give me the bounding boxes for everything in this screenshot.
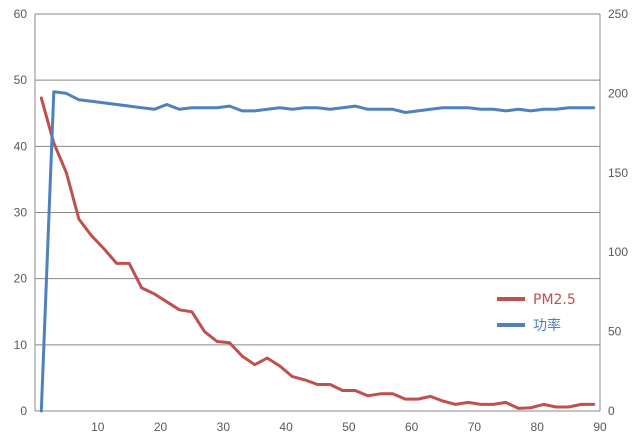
right-tick-label: 150 bbox=[608, 166, 628, 180]
x-tick-label: 90 bbox=[593, 420, 607, 434]
legend-entry-power: 功率 bbox=[497, 317, 561, 334]
x-tick-label: 80 bbox=[531, 420, 545, 434]
x-tick-label: 10 bbox=[91, 420, 105, 434]
x-tick-label: 70 bbox=[468, 420, 482, 434]
left-tick-label: 30 bbox=[14, 206, 28, 220]
legend: PM2.5 功率 bbox=[497, 292, 576, 334]
left-tick-label: 50 bbox=[14, 73, 28, 87]
x-tick-label: 30 bbox=[217, 420, 231, 434]
x-tick-label: 20 bbox=[154, 420, 168, 434]
legend-label-power: 功率 bbox=[533, 317, 561, 334]
x-axis-ticks: 10 20 30 40 50 60 70 80 90 bbox=[91, 420, 607, 434]
left-tick-label: 60 bbox=[14, 7, 28, 21]
x-tick-label: 40 bbox=[279, 420, 293, 434]
left-tick-label: 0 bbox=[20, 404, 27, 418]
series-layer bbox=[39, 90, 596, 413]
x-tick-label: 60 bbox=[405, 420, 419, 434]
axes bbox=[34, 14, 601, 412]
right-tick-label: 0 bbox=[608, 404, 615, 418]
right-axis-ticks: 0 50 100 150 200 250 bbox=[608, 7, 628, 418]
gridlines bbox=[35, 13, 600, 346]
legend-label-pm25: PM2.5 bbox=[533, 292, 576, 308]
legend-entry-pm25: PM2.5 bbox=[497, 292, 576, 308]
right-tick-label: 250 bbox=[608, 7, 628, 21]
series-line-power bbox=[39, 90, 596, 413]
right-tick-label: 100 bbox=[608, 245, 628, 259]
right-tick-label: 200 bbox=[608, 86, 628, 100]
right-tick-label: 50 bbox=[608, 325, 622, 339]
left-axis-ticks: 0 10 20 30 40 50 60 bbox=[14, 7, 28, 418]
left-tick-label: 20 bbox=[14, 272, 28, 286]
left-tick-label: 40 bbox=[14, 139, 28, 153]
x-tick-label: 50 bbox=[342, 420, 356, 434]
left-tick-label: 10 bbox=[14, 338, 28, 352]
series-line-pm25 bbox=[39, 96, 596, 410]
